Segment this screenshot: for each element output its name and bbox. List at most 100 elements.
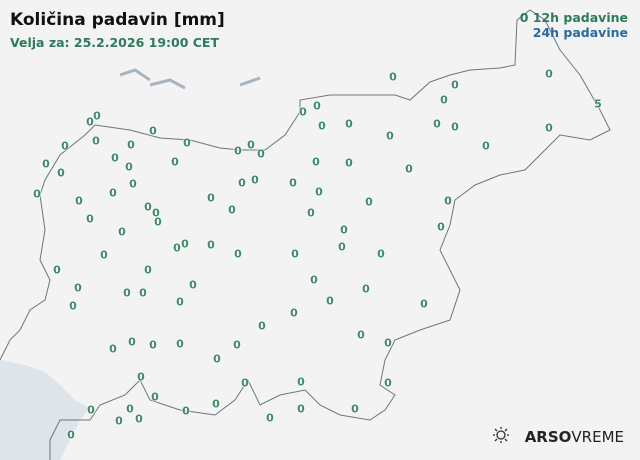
station-value[interactable]: 0 <box>299 105 307 119</box>
station-value[interactable]: 0 <box>451 78 459 92</box>
station-value[interactable]: 0 <box>100 248 108 262</box>
station-value[interactable]: 0 <box>171 155 179 169</box>
station-value[interactable]: 0 <box>212 397 220 411</box>
station-value[interactable]: 0 <box>152 206 160 220</box>
station-value[interactable]: 0 <box>451 120 459 134</box>
station-value[interactable]: 0 <box>125 160 133 174</box>
station-value[interactable]: 0 <box>207 191 215 205</box>
station-value[interactable]: 0 <box>389 70 397 84</box>
station-value[interactable]: 0 <box>139 286 147 300</box>
station-value[interactable]: 0 <box>345 156 353 170</box>
station-value[interactable]: 0 <box>258 319 266 333</box>
station-value[interactable]: 0 <box>313 99 321 113</box>
station-value[interactable]: 0 <box>144 200 152 214</box>
station-value[interactable]: 0 <box>545 67 553 81</box>
station-value[interactable]: 0 <box>87 403 95 417</box>
station-value[interactable]: 0 <box>137 370 145 384</box>
station-value[interactable]: 0 <box>111 151 119 165</box>
station-value[interactable]: 0 <box>135 412 143 426</box>
station-value[interactable]: 0 <box>351 402 359 416</box>
station-value[interactable]: 0 <box>234 144 242 158</box>
station-value[interactable]: 0 <box>92 134 100 148</box>
station-value[interactable]: 0 <box>326 294 334 308</box>
station-value[interactable]: 0 <box>61 139 69 153</box>
station-value[interactable]: 0 <box>345 117 353 131</box>
station-value[interactable]: 0 <box>118 225 126 239</box>
station-value[interactable]: 0 <box>86 115 94 129</box>
station-value[interactable]: 0 <box>315 185 323 199</box>
station-value[interactable]: 0 <box>57 166 65 180</box>
station-value[interactable]: 0 <box>433 117 441 131</box>
station-value[interactable]: 0 <box>154 215 162 229</box>
station-value[interactable]: 0 <box>297 375 305 389</box>
station-value[interactable]: 0 <box>340 223 348 237</box>
station-value[interactable]: 0 <box>182 404 190 418</box>
station-value[interactable]: 0 <box>386 129 394 143</box>
station-value[interactable]: 0 <box>86 212 94 226</box>
station-value[interactable]: 0 <box>444 194 452 208</box>
station-value[interactable]: 0 <box>149 338 157 352</box>
station-value[interactable]: 0 <box>128 335 136 349</box>
station-value[interactable]: 0 <box>384 376 392 390</box>
station-value[interactable]: 0 <box>176 337 184 351</box>
station-value[interactable]: 0 <box>181 237 189 251</box>
station-value[interactable]: 0 <box>482 139 490 153</box>
station-value[interactable]: 0 <box>149 124 157 138</box>
station-value[interactable]: 0 <box>123 286 131 300</box>
station-value[interactable]: 0 <box>545 121 553 135</box>
station-value[interactable]: 0 <box>109 186 117 200</box>
station-value[interactable]: 0 <box>338 240 346 254</box>
station-value[interactable]: 0 <box>257 147 265 161</box>
station-value[interactable]: 0 <box>234 247 242 261</box>
station-value[interactable]: 0 <box>377 247 385 261</box>
station-value[interactable]: 0 <box>266 411 274 425</box>
station-value[interactable]: 0 <box>289 176 297 190</box>
station-value[interactable]: 0 <box>127 138 135 152</box>
station-value[interactable]: 0 <box>144 263 152 277</box>
arso-logo[interactable]: ARSOVREME <box>491 426 624 448</box>
station-value[interactable]: 0 <box>420 297 428 311</box>
station-value[interactable]: 0 <box>74 281 82 295</box>
station-value[interactable]: 0 <box>126 402 134 416</box>
station-value[interactable]: 0 <box>207 238 215 252</box>
station-value[interactable]: 0 <box>115 414 123 428</box>
station-value[interactable]: 0 <box>440 93 448 107</box>
station-value[interactable]: 0 <box>318 119 326 133</box>
station-value[interactable]: 0 <box>310 273 318 287</box>
station-value[interactable]: 0 <box>437 220 445 234</box>
station-value[interactable]: 0 <box>129 177 137 191</box>
station-value[interactable]: 0 <box>238 176 246 190</box>
station-value[interactable]: 0 <box>405 162 413 176</box>
station-value[interactable]: 0 <box>312 155 320 169</box>
station-value[interactable]: 0 <box>291 247 299 261</box>
station-value[interactable]: 5 <box>594 97 602 111</box>
station-value[interactable]: 0 <box>67 428 75 442</box>
station-value[interactable]: 0 <box>69 299 77 313</box>
station-value[interactable]: 0 <box>189 278 197 292</box>
station-value[interactable]: 0 <box>241 376 249 390</box>
station-value[interactable]: 0 <box>297 402 305 416</box>
legend-24h[interactable]: 24h padavine <box>532 25 628 40</box>
station-value[interactable]: 0 <box>357 328 365 342</box>
station-value[interactable]: 0 <box>53 263 61 277</box>
station-value[interactable]: 0 <box>247 138 255 152</box>
legend-12h[interactable]: 0 12h padavine <box>519 10 628 25</box>
station-value[interactable]: 0 <box>213 352 221 366</box>
station-value[interactable]: 0 <box>33 187 41 201</box>
station-value[interactable]: 0 <box>151 390 159 404</box>
station-value[interactable]: 0 <box>307 206 315 220</box>
station-value[interactable]: 0 <box>176 295 184 309</box>
station-value[interactable]: 0 <box>173 241 181 255</box>
station-value[interactable]: 0 <box>93 109 101 123</box>
station-value[interactable]: 0 <box>75 194 83 208</box>
station-value[interactable]: 0 <box>384 336 392 350</box>
station-value[interactable]: 0 <box>362 282 370 296</box>
station-value[interactable]: 0 <box>290 306 298 320</box>
station-value[interactable]: 0 <box>42 157 50 171</box>
station-value[interactable]: 0 <box>228 203 236 217</box>
station-value[interactable]: 0 <box>183 136 191 150</box>
station-value[interactable]: 0 <box>109 342 117 356</box>
station-value[interactable]: 0 <box>365 195 373 209</box>
station-value[interactable]: 0 <box>233 338 241 352</box>
